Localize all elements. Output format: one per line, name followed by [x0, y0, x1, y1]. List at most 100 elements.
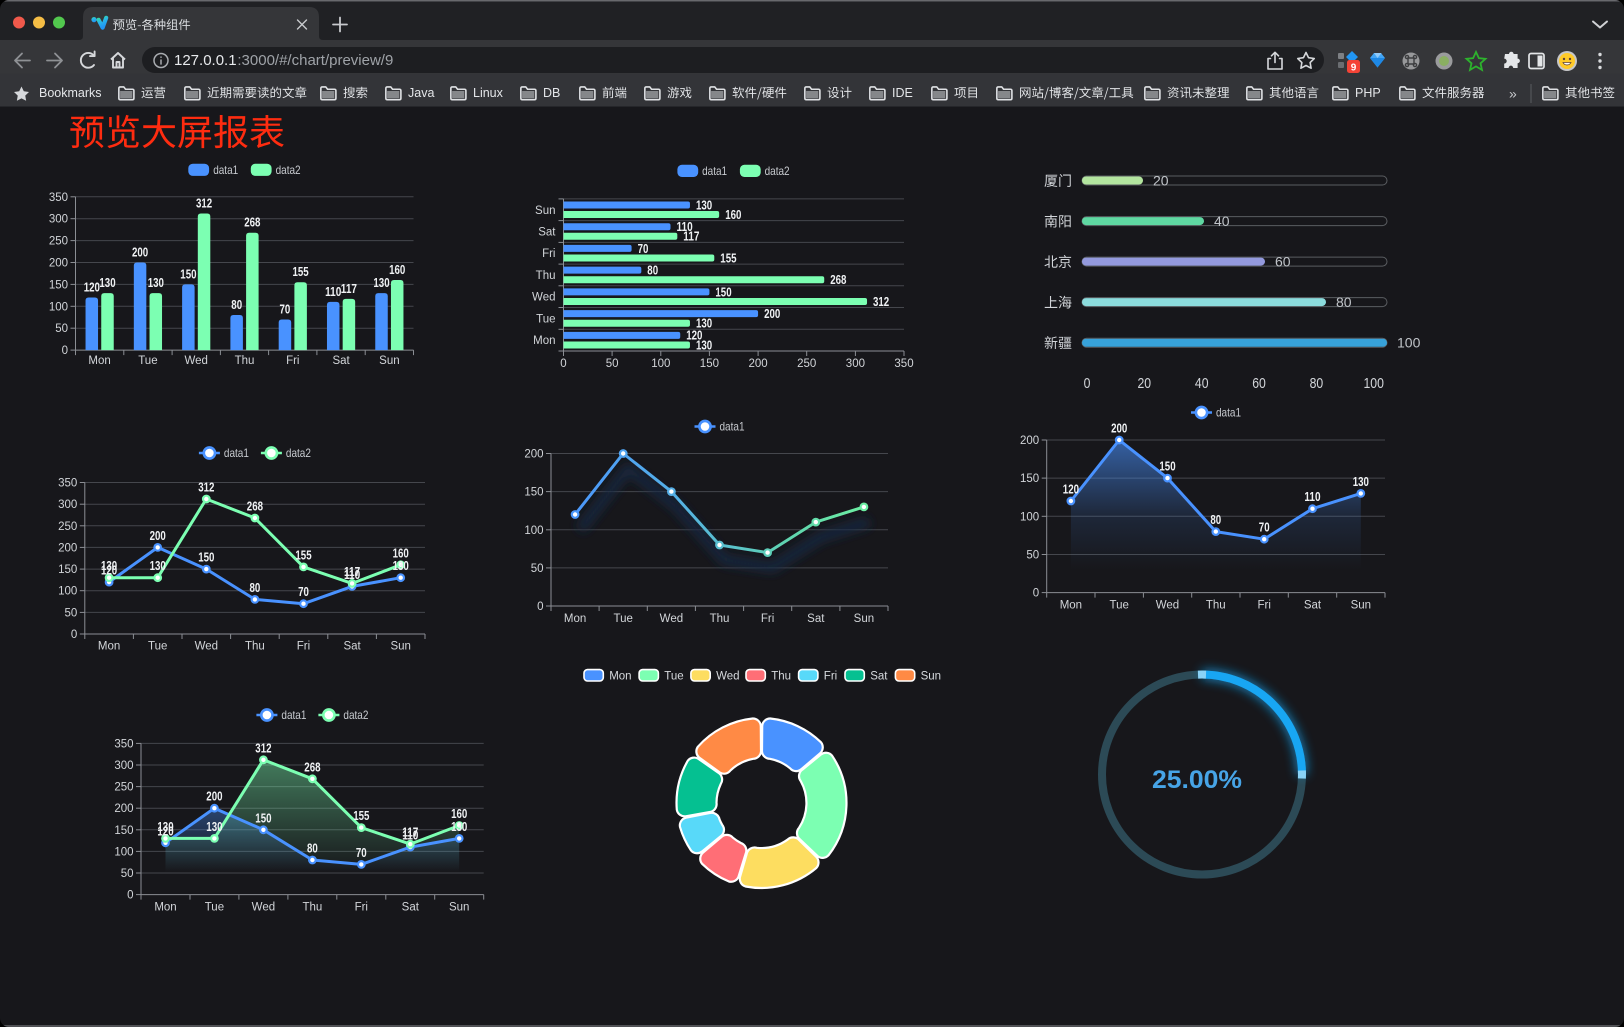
svg-text:80: 80: [231, 298, 242, 312]
svg-text:Fri: Fri: [297, 641, 310, 653]
svg-text:100: 100: [58, 586, 77, 598]
svg-text:Sun: Sun: [390, 641, 410, 653]
svg-text:Fri: Fri: [824, 670, 837, 682]
svg-text:70: 70: [356, 846, 367, 860]
svg-text:250: 250: [114, 782, 133, 794]
svg-text:160: 160: [451, 807, 467, 821]
svg-text:80: 80: [1210, 513, 1221, 527]
svg-text:110: 110: [325, 285, 341, 299]
svg-text:80: 80: [250, 581, 261, 595]
svg-text:70: 70: [298, 585, 309, 599]
svg-text:200: 200: [749, 358, 768, 370]
svg-text:Thu: Thu: [302, 902, 322, 914]
svg-text:300: 300: [58, 499, 77, 511]
svg-text:Thu: Thu: [771, 670, 791, 682]
svg-text:150: 150: [180, 267, 196, 281]
svg-text:250: 250: [49, 236, 68, 248]
svg-text:110: 110: [344, 568, 360, 582]
svg-text:0: 0: [127, 890, 133, 902]
svg-text:Fri: Fri: [761, 613, 774, 625]
svg-text:130: 130: [373, 276, 389, 290]
svg-text:Sat: Sat: [538, 227, 556, 239]
svg-text:Mon: Mon: [88, 355, 110, 367]
svg-text:Sat: Sat: [807, 613, 825, 625]
svg-text:130: 130: [696, 198, 712, 212]
svg-text:data1: data1: [1216, 406, 1241, 420]
svg-text:312: 312: [198, 481, 214, 495]
svg-text:60: 60: [1252, 375, 1266, 392]
svg-text:120: 120: [157, 824, 173, 838]
svg-text:120: 120: [686, 329, 702, 343]
svg-text:0: 0: [71, 629, 77, 641]
svg-text:100: 100: [1364, 375, 1384, 392]
svg-text:80: 80: [307, 842, 318, 856]
svg-text:data1: data1: [213, 163, 238, 177]
svg-text:Sun: Sun: [449, 902, 469, 914]
svg-text:9: 9: [1351, 63, 1357, 74]
svg-text:Mon: Mon: [609, 670, 631, 682]
svg-text:Sun: Sun: [379, 355, 399, 367]
svg-text:117: 117: [683, 230, 699, 244]
svg-text:Mon: Mon: [1060, 600, 1082, 612]
svg-text:data2: data2: [343, 708, 368, 722]
svg-text:Sat: Sat: [1304, 600, 1322, 612]
svg-text:155: 155: [293, 265, 309, 279]
svg-text:Wed: Wed: [252, 902, 275, 914]
svg-text:350: 350: [49, 192, 68, 204]
svg-text:250: 250: [58, 521, 77, 533]
svg-text:»: »: [1509, 85, 1517, 101]
svg-text:0: 0: [1033, 588, 1039, 600]
svg-text:200: 200: [150, 529, 166, 543]
svg-text:200: 200: [49, 258, 68, 270]
svg-text:50: 50: [55, 323, 68, 335]
svg-text:Sat: Sat: [343, 641, 361, 653]
svg-text:150: 150: [1020, 473, 1039, 485]
svg-text:117: 117: [402, 826, 418, 840]
svg-text:Linux: Linux: [473, 86, 504, 100]
svg-text:20: 20: [1138, 375, 1152, 392]
svg-text:200: 200: [1020, 435, 1039, 447]
svg-text:100: 100: [1020, 511, 1039, 523]
svg-text:268: 268: [830, 273, 846, 287]
svg-text:40: 40: [1214, 213, 1230, 229]
svg-text:130: 130: [451, 820, 467, 834]
svg-text:312: 312: [255, 741, 271, 755]
svg-text:70: 70: [280, 302, 291, 316]
svg-text:0: 0: [560, 358, 566, 370]
svg-text:200: 200: [1111, 422, 1127, 436]
svg-text:0: 0: [1084, 375, 1091, 392]
svg-text:Wed: Wed: [195, 641, 218, 653]
svg-text:25.00%: 25.00%: [1152, 766, 1242, 794]
svg-text:130: 130: [148, 276, 164, 290]
svg-text:Thu: Thu: [245, 641, 265, 653]
svg-text:120: 120: [1063, 483, 1079, 497]
svg-text:Tue: Tue: [536, 313, 555, 325]
svg-text:268: 268: [244, 216, 260, 230]
svg-text:data1: data1: [281, 708, 306, 722]
svg-text:268: 268: [247, 500, 263, 514]
svg-text:Tue: Tue: [205, 902, 224, 914]
svg-text:350: 350: [114, 738, 133, 750]
svg-text:155: 155: [720, 251, 736, 265]
svg-text:155: 155: [353, 809, 369, 823]
svg-text:300: 300: [49, 214, 68, 226]
svg-text:Tue: Tue: [138, 355, 157, 367]
svg-text:130: 130: [1353, 475, 1369, 489]
svg-text:268: 268: [304, 760, 320, 774]
svg-text:130: 130: [99, 276, 115, 290]
svg-text:200: 200: [764, 307, 780, 321]
svg-text:80: 80: [1336, 294, 1352, 310]
svg-text:150: 150: [198, 551, 214, 565]
svg-text:60: 60: [1275, 254, 1291, 270]
svg-text:Sun: Sun: [1351, 600, 1371, 612]
svg-text:150: 150: [715, 285, 731, 299]
svg-text:Sat: Sat: [870, 670, 888, 682]
svg-text:117: 117: [341, 282, 357, 296]
svg-text:50: 50: [1026, 550, 1039, 562]
svg-text:Bookmarks: Bookmarks: [39, 86, 102, 100]
svg-text:120: 120: [101, 564, 117, 578]
svg-text:data1: data1: [224, 446, 249, 460]
svg-text:50: 50: [606, 358, 619, 370]
svg-text:130: 130: [696, 338, 712, 352]
svg-text:20: 20: [1153, 172, 1169, 188]
